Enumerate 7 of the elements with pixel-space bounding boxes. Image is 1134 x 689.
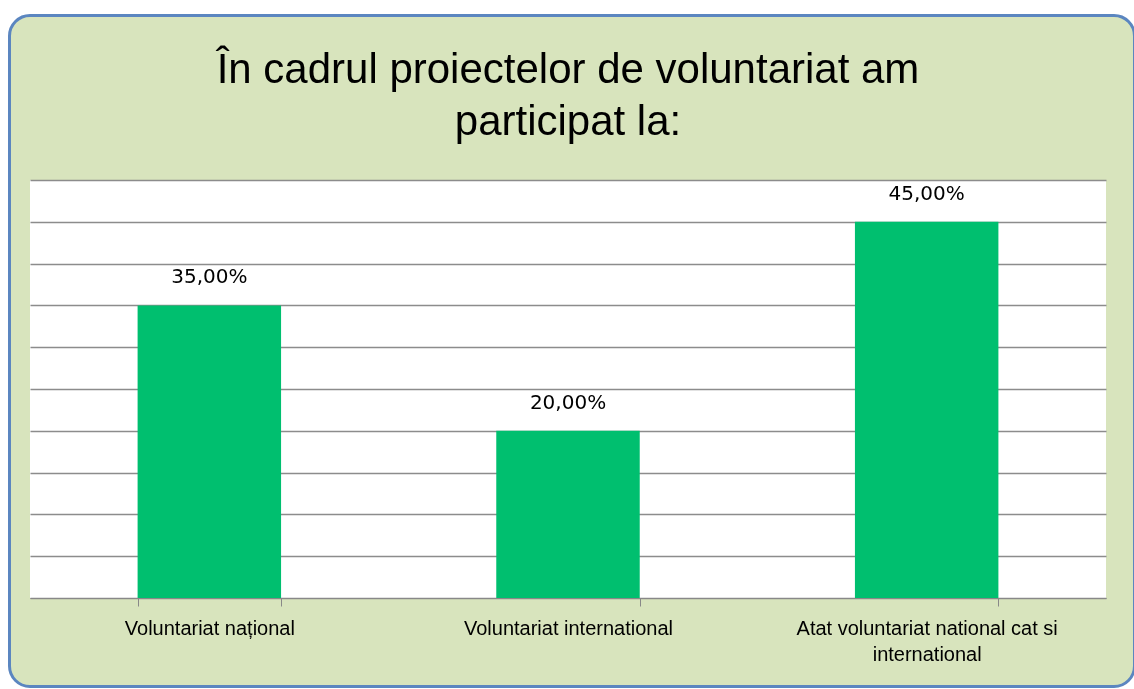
- x-tick-label: Voluntariat național: [124, 616, 295, 639]
- data-label: 45,00%: [888, 180, 965, 205]
- x-tick-label: Voluntariat international: [463, 616, 674, 639]
- data-label: 35,00%: [171, 264, 248, 289]
- chart-title: În cadrul proiectelor de voluntariat am participat la:: [215, 45, 920, 144]
- x-tick-label: Atat voluntariat national cat si international: [796, 616, 1058, 665]
- data-label: 20,00%: [529, 389, 607, 414]
